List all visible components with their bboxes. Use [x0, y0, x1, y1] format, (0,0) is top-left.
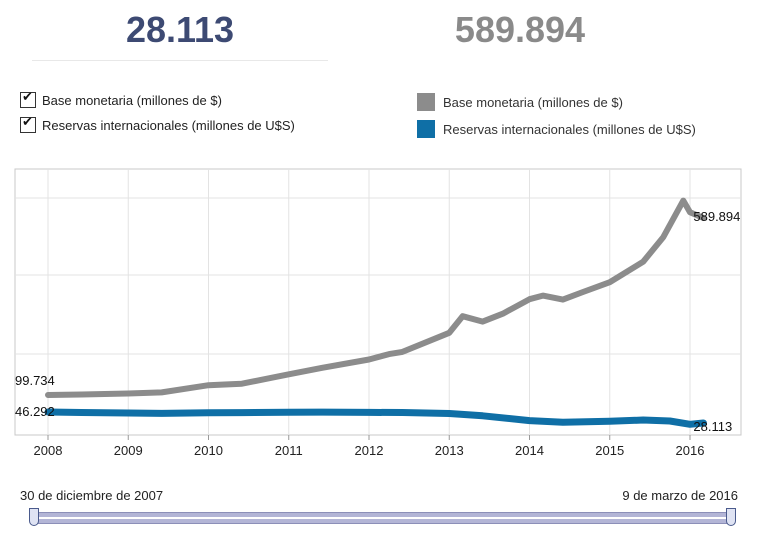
x-tick-label: 2015 — [595, 443, 624, 458]
x-tick-label: 2012 — [355, 443, 384, 458]
kpi-reservas-value: 28.113 — [32, 0, 328, 61]
date-range-slider[interactable] — [34, 512, 732, 524]
legend-item-base: Base monetaria (millones de $) — [417, 93, 623, 111]
checkbox-checked-icon[interactable] — [20, 90, 36, 108]
x-tick-label: 2016 — [676, 443, 705, 458]
series-line-reservas[interactable] — [44, 408, 707, 428]
checkbox-checked-icon[interactable] — [20, 115, 36, 133]
x-tick-label: 2013 — [435, 443, 464, 458]
slider-start-handle[interactable] — [29, 508, 39, 526]
x-tick-label: 2014 — [515, 443, 544, 458]
slider-end-label: 9 de marzo de 2016 — [622, 488, 738, 503]
x-tick-label: 2008 — [34, 443, 63, 458]
series-end-label: 589.894 — [693, 209, 740, 224]
x-tick-label: 2011 — [275, 443, 303, 458]
filter-label: Reservas internacionales (millones de U$… — [42, 117, 295, 133]
filter-reservas[interactable]: Reservas internacionales (millones de U$… — [20, 115, 295, 133]
series-end-label: 28.113 — [693, 419, 732, 434]
kpi-base-value: 589.894 — [454, 9, 586, 50]
filter-base-monetaria[interactable]: Base monetaria (millones de $) — [20, 90, 222, 108]
legend-swatch-gray — [417, 93, 435, 111]
series-start-label: 46.292 — [15, 404, 55, 419]
x-tick-label: 2010 — [194, 443, 223, 458]
slider-start-label: 30 de diciembre de 2007 — [20, 488, 164, 503]
filter-label: Base monetaria (millones de $) — [42, 92, 222, 108]
legend-swatch-blue — [417, 120, 435, 138]
x-tick-label: 2009 — [114, 443, 143, 458]
legend-label: Base monetaria (millones de $) — [443, 94, 623, 110]
legend-item-reservas: Reservas internacionales (millones de U$… — [417, 120, 696, 138]
legend-label: Reservas internacionales (millones de U$… — [443, 121, 696, 137]
series-start-label: 99.734 — [15, 373, 55, 388]
line-chart: 2008 2009 2010 2011 2012 2013 2014 2015 2016 99.7… — [14, 168, 742, 458]
slider-end-handle[interactable] — [726, 508, 736, 526]
series-line-base-monetaria[interactable] — [45, 197, 707, 398]
